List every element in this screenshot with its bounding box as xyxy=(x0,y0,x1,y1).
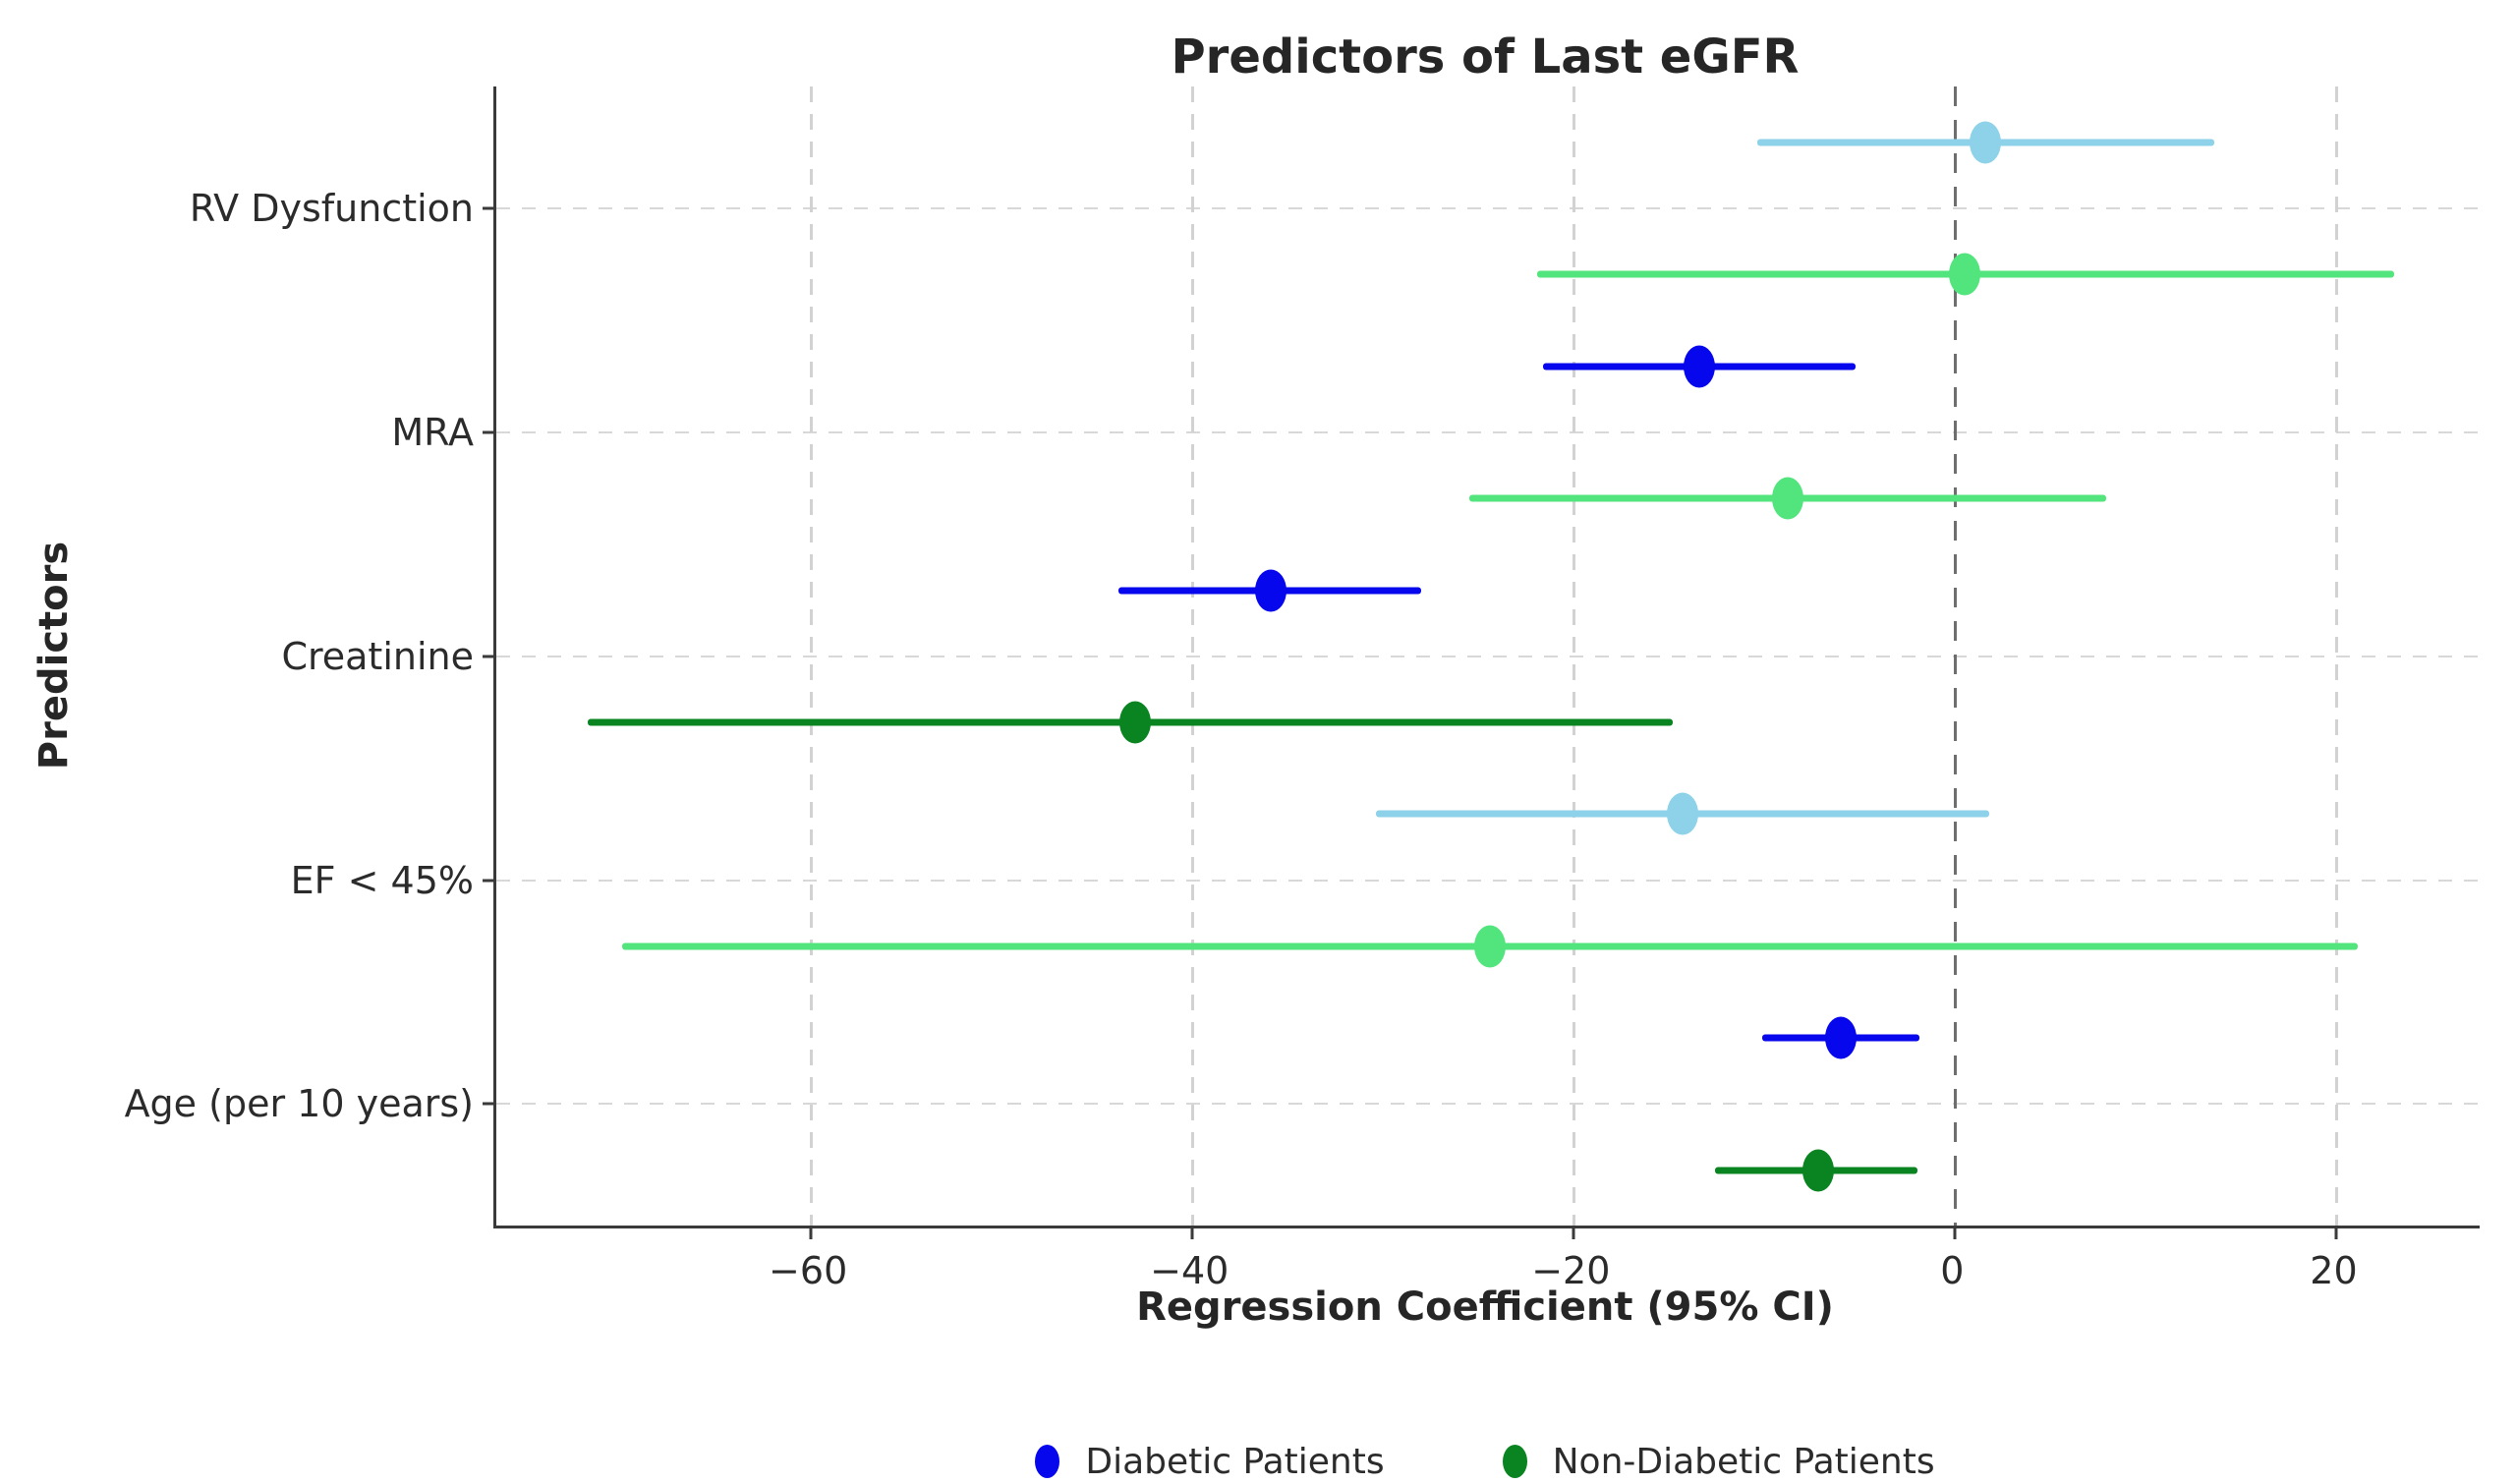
point-estimate-diabetic xyxy=(1684,345,1716,388)
point-estimate-diabetic xyxy=(1666,792,1698,835)
point-estimate-diabetic xyxy=(1970,121,2002,164)
category-gridline xyxy=(496,879,2480,882)
y-tick-mark xyxy=(483,1102,496,1106)
category-gridline xyxy=(496,207,2480,209)
point-estimate-diabetic xyxy=(1254,569,1287,611)
category-label: MRA xyxy=(391,410,474,454)
category-label: RV Dysfunction xyxy=(189,187,474,230)
x-tick-label: −60 xyxy=(769,1249,848,1292)
x-gridline xyxy=(809,86,813,1226)
legend-item: Non-Diabetic Patients xyxy=(1502,1441,1935,1482)
x-tick-label: 20 xyxy=(2310,1249,2358,1292)
point-estimate-nondiabetic xyxy=(1473,925,1506,968)
legend-item-label: Non-Diabetic Patients xyxy=(1552,1441,1935,1482)
zero-reference-line xyxy=(1953,86,1957,1226)
x-tick-label: −40 xyxy=(1150,1249,1229,1292)
x-gridline xyxy=(2334,86,2338,1226)
x-axis-label: Regression Coefficient (95% CI) xyxy=(1136,1284,1834,1330)
x-tick-mark xyxy=(1572,1226,1575,1239)
category-label: Creatinine xyxy=(281,634,474,678)
point-estimate-nondiabetic xyxy=(1801,1149,1834,1192)
x-tick-label: 0 xyxy=(1940,1249,1965,1292)
x-tick-mark xyxy=(2334,1226,2338,1239)
y-tick-mark xyxy=(483,430,496,434)
category-gridline xyxy=(496,430,2480,433)
point-estimate-diabetic xyxy=(1824,1016,1857,1059)
x-gridline xyxy=(1572,86,1575,1226)
chart-title: Predictors of Last eGFR xyxy=(1171,29,1800,85)
x-tick-mark xyxy=(1190,1226,1194,1239)
x-tick-mark xyxy=(1953,1226,1957,1239)
point-estimate-nondiabetic xyxy=(1119,701,1152,744)
y-tick-mark xyxy=(483,206,496,210)
legend-marker-icon xyxy=(1502,1445,1527,1478)
point-estimate-nondiabetic xyxy=(1949,253,1981,296)
legend: Diabetic Patients Non-Diabetic Patients xyxy=(493,1427,2477,1484)
x-gridline xyxy=(1190,86,1194,1226)
x-tick-mark xyxy=(809,1226,813,1239)
y-tick-mark xyxy=(483,655,496,658)
point-estimate-nondiabetic xyxy=(1771,477,1803,520)
y-tick-mark xyxy=(483,879,496,883)
legend-item-label: Diabetic Patients xyxy=(1085,1441,1385,1482)
legend-item: Diabetic Patients xyxy=(1035,1441,1385,1482)
category-gridline xyxy=(496,655,2480,657)
category-gridline xyxy=(496,1103,2480,1106)
plot-area xyxy=(483,86,2480,1239)
category-label: Age (per 10 years) xyxy=(124,1082,474,1126)
x-tick-label: −20 xyxy=(1531,1249,1611,1292)
legend-marker-icon xyxy=(1035,1445,1060,1478)
category-label: EF < 45% xyxy=(290,858,474,902)
y-axis-label: Predictors xyxy=(31,541,77,771)
